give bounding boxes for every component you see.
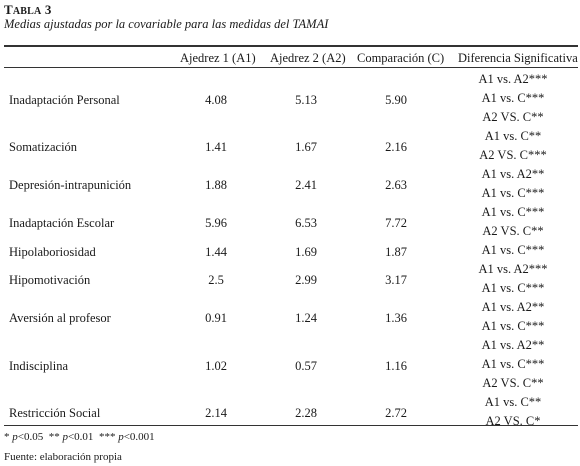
value-a2: 6.53 xyxy=(295,216,317,230)
significance-entry: A2 VS. C** xyxy=(482,224,544,238)
value-c: 5.90 xyxy=(385,92,407,107)
significance-entry: A1 vs. C*** xyxy=(481,243,545,257)
value-a1: 1.88 xyxy=(205,178,227,192)
source-note: Fuente: elaboración propia xyxy=(4,451,122,463)
table-caption: Medias ajustadas por la covariable para … xyxy=(4,17,329,31)
value-a1: 2.14 xyxy=(205,406,227,420)
header-sig: Diferencia Significativa xyxy=(458,51,578,65)
value-a1: 4.08 xyxy=(205,92,227,107)
row-label: Restricción Social xyxy=(9,406,101,420)
value-c: 2.72 xyxy=(385,406,407,420)
sig-note-2: ** p<0.01 xyxy=(48,431,94,443)
significance-entry: A2 VS. C* xyxy=(485,414,541,428)
value-a1: 2.5 xyxy=(208,273,224,287)
value-a2: 1.24 xyxy=(295,311,317,325)
significance-note: * p<0.05 ** p<0.01 *** p<0.001 xyxy=(4,431,155,443)
sig-note-3: *** p<0.001 xyxy=(98,431,155,443)
value-a2: 2.41 xyxy=(295,178,317,192)
significance-entry: A2 VS. C** xyxy=(482,376,544,390)
significance-entry: A1 vs. C*** xyxy=(481,91,545,105)
header-a1: Ajedrez 1 (A1) xyxy=(180,51,256,65)
value-c: 2.16 xyxy=(385,140,407,154)
value-a1: 1.02 xyxy=(205,358,227,373)
row-label: Indisciplina xyxy=(9,358,69,373)
significance-entry: A1 vs. A2*** xyxy=(478,262,548,276)
significance-entry: A1 vs. C** xyxy=(484,129,542,143)
value-a2: 1.67 xyxy=(295,140,317,154)
header-a2: Ajedrez 2 (A2) xyxy=(270,51,346,65)
row-label: Hipomotivación xyxy=(9,273,91,287)
value-c: 1.16 xyxy=(385,358,407,373)
value-a1: 1.44 xyxy=(205,244,227,259)
row-label: Inadaptación Escolar xyxy=(9,216,115,230)
top-rule xyxy=(4,45,578,47)
significance-entry: A1 vs. C*** xyxy=(481,357,545,371)
value-c: 1.87 xyxy=(385,244,407,259)
value-a1: 1.41 xyxy=(205,140,227,154)
significance-entry: A1 vs. A2** xyxy=(481,167,545,181)
header-c: Comparación (C) xyxy=(357,51,445,65)
value-a1: 5.96 xyxy=(205,216,227,230)
value-c: 7.72 xyxy=(385,216,407,230)
header-rule xyxy=(4,67,578,68)
significance-entry: A1 vs. C*** xyxy=(481,186,545,200)
value-a2: 1.69 xyxy=(295,244,317,259)
sig-note-1: * p<0.05 xyxy=(4,431,44,443)
value-c: 1.36 xyxy=(385,311,407,325)
row-label: Somatización xyxy=(9,140,78,154)
value-c: 2.63 xyxy=(385,178,407,192)
value-a2: 0.57 xyxy=(295,358,317,373)
row-label: Hipolaboriosidad xyxy=(9,244,96,259)
value-a1: 0.91 xyxy=(205,311,227,325)
value-a2: 5.13 xyxy=(295,92,317,107)
significance-entry: A1 vs. C*** xyxy=(481,205,545,219)
value-a2: 2.28 xyxy=(295,406,317,420)
significance-entry: A1 vs. A2*** xyxy=(478,72,548,86)
significance-entry: A2 VS. C** xyxy=(482,110,544,124)
significance-entry: A1 vs. A2** xyxy=(481,300,545,314)
value-c: 3.17 xyxy=(385,273,407,287)
row-label: Aversión al profesor xyxy=(9,311,111,325)
bottom-rule xyxy=(4,425,578,426)
value-a2: 2.99 xyxy=(295,273,317,287)
significance-entry: A1 vs. C** xyxy=(484,395,542,409)
significance-entry: A1 vs. A2** xyxy=(481,338,545,352)
significance-entry: A1 vs. C*** xyxy=(481,319,545,333)
significance-entry: A2 VS. C*** xyxy=(479,148,547,162)
significance-entry: A1 vs. C*** xyxy=(481,281,545,295)
row-label: Inadaptación Personal xyxy=(9,92,120,107)
table-label: TABLA 3 xyxy=(4,2,52,17)
row-label: Depresión-intrapunición xyxy=(9,178,132,192)
